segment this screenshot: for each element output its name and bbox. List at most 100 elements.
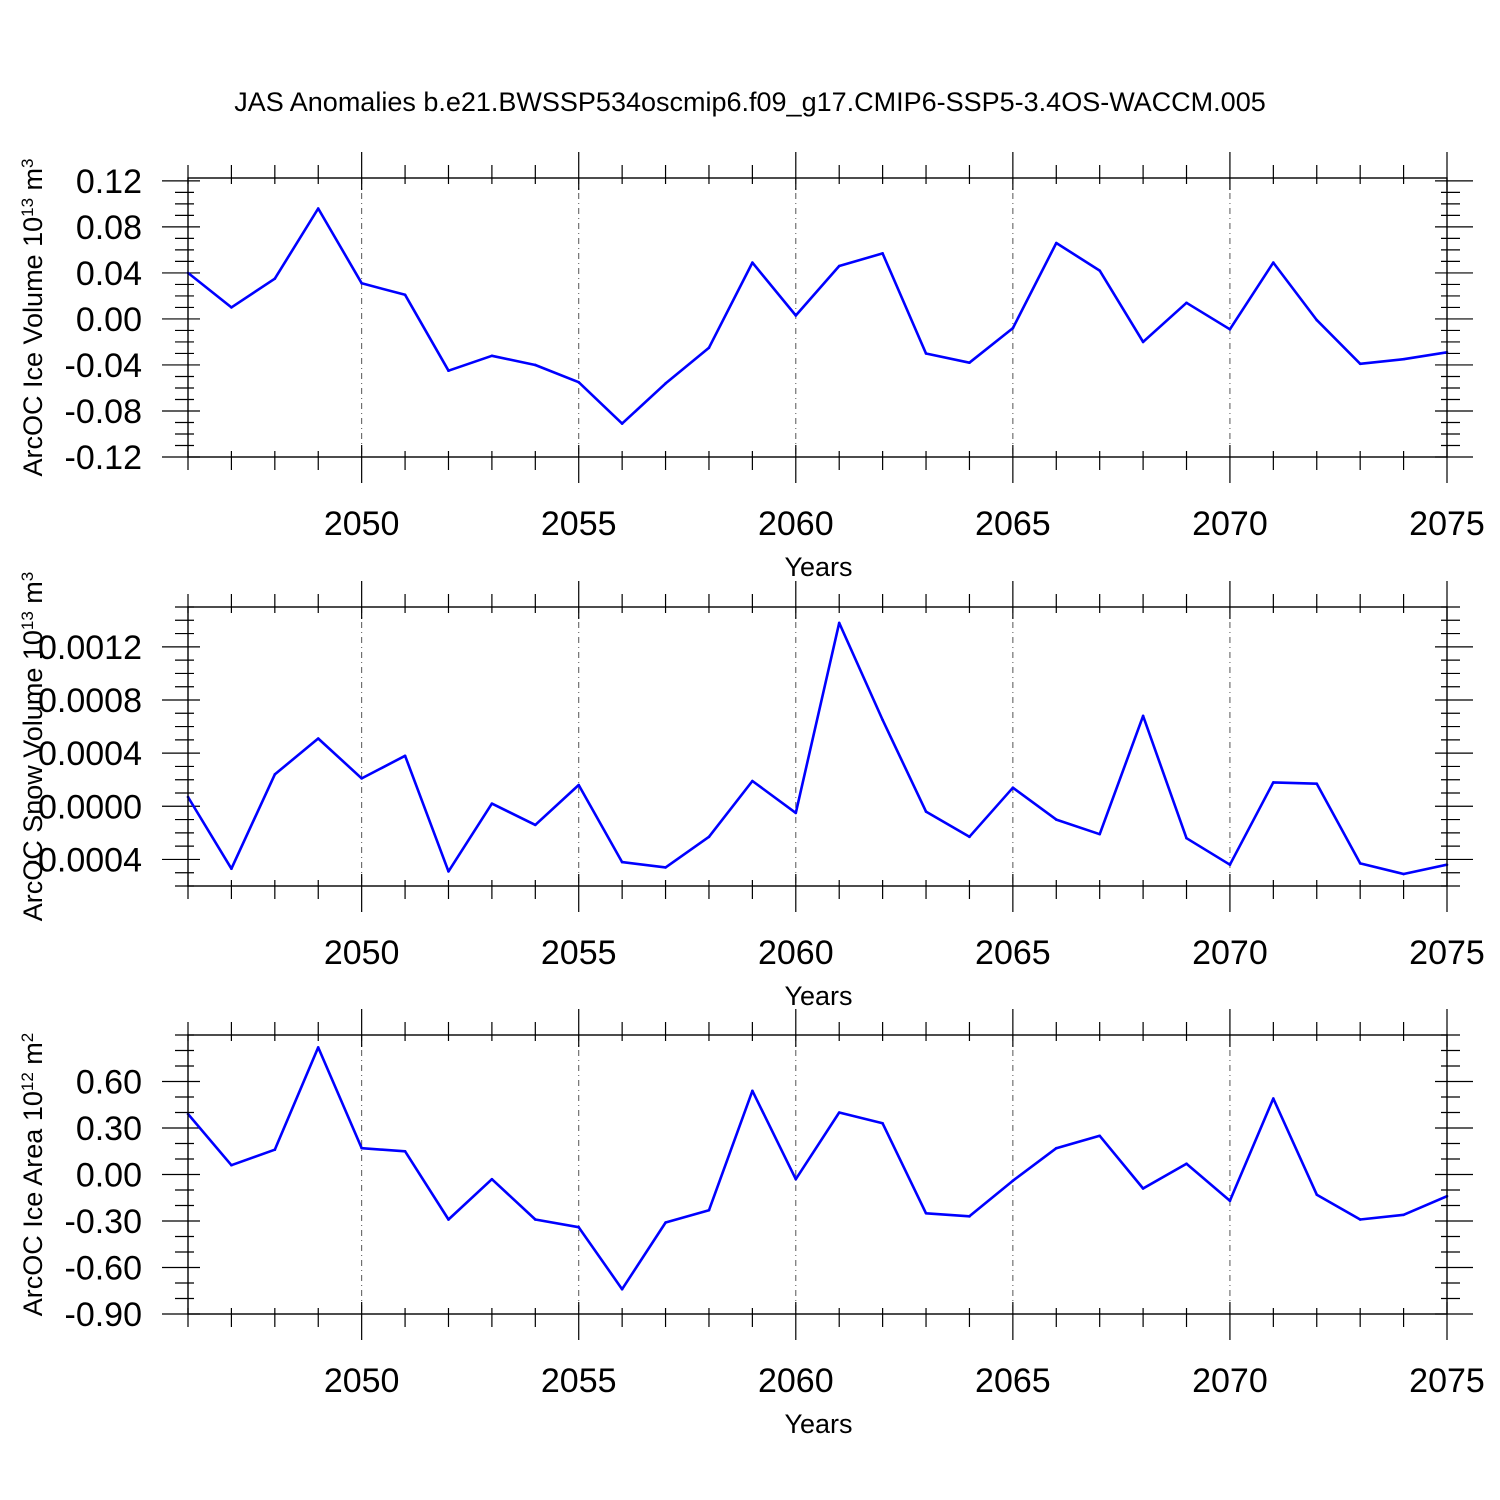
data-point [534,823,537,827]
x-tick-label: 2055 [541,505,617,543]
y-tick-label: -0.08 [65,393,143,431]
x-tick-label: 2060 [758,934,834,972]
data-point [360,281,363,285]
data-point [1011,1179,1015,1182]
data-point [751,261,754,264]
data-point [490,354,494,358]
data-point [664,382,667,385]
y-tick-label: -0.12 [65,439,143,477]
y-axis-label: ArcOC Snow Volume 1013 m3 [18,572,49,922]
data-point [490,1177,494,1181]
y-axis-label-unit-exponent: 2 [18,1033,37,1042]
y-axis-label-exponent: 13 [18,198,37,217]
data-point [534,1218,537,1221]
data-point [316,737,320,740]
data-point [403,293,407,297]
data-point [881,252,884,255]
data-point [620,1287,624,1291]
series-line-snow-volume [188,621,1447,876]
y-axis-label-main: ArcOC Ice Area 10 [18,1091,48,1316]
x-tick-label: 2055 [541,934,617,972]
x-axis-label: Years [784,552,852,582]
panel-snow-volume: -0.0004 0.0000 0.0004 0.0008 0.0012 2050 2055 2… [18,572,1485,1011]
data-point [751,1089,754,1093]
panel-ice-volume: -0.12 -0.08 -0.04 0.00 0.04 0.08 0.12 2050 2055 2… [18,152,1485,582]
data-point [577,783,581,787]
panel-ice-area: -0.90 -0.60 -0.30 0.00 0.30 0.60 2050 2055 2060 2… [18,1009,1485,1439]
data-point [1141,1187,1145,1190]
data-point [1228,1199,1232,1203]
x-tick-label: 2060 [758,505,834,543]
y-tick-label: -0.30 [65,1203,143,1241]
data-point [794,811,798,815]
data-point [1358,1218,1362,1221]
x-tick-label: 2050 [324,505,400,543]
data-point [230,306,233,309]
x-tick-label: 2060 [758,1362,834,1400]
x-tick-label: 2070 [1192,505,1268,543]
data-point [924,1211,928,1215]
y-axis-label-exponent: 13 [18,611,37,630]
x-tick-label: 2070 [1192,1362,1268,1400]
data-point [664,866,667,869]
data-point [230,867,233,871]
x-tick-label: 2050 [324,1362,400,1400]
data-point [794,1177,798,1181]
data-point [1141,714,1145,718]
data-point [490,802,494,805]
plot-frame [187,177,1448,458]
data-point [1054,1146,1058,1150]
y-axis-label: ArcOC Ice Volume 1013 m3 [18,158,49,476]
data-point [1272,1097,1275,1100]
x-tick-label: 2065 [975,505,1051,543]
data-point [273,277,277,280]
data-point [1272,261,1275,264]
data-point [1011,786,1015,789]
y-tick-label: 0.0004 [38,735,142,773]
x-tick-label: 2070 [1192,934,1268,972]
y-tick-label: 0.12 [76,163,142,201]
data-point [577,1225,581,1229]
x-tick-label: 2055 [541,1362,617,1400]
y-tick-label: -0.0004 [27,841,142,879]
data-point [707,835,711,839]
data-point [1228,327,1232,331]
y-tick-label: 0.30 [76,1110,142,1148]
y-tick-label: -0.60 [65,1250,143,1288]
x-tick-label: 2075 [1409,505,1485,543]
y-axis-label-unit: m [18,1042,48,1072]
data-point [1098,269,1101,272]
data-point [837,1111,841,1114]
y-axis-label-unit-exponent: 3 [18,158,37,167]
data-point [881,718,884,722]
data-point [360,777,363,780]
y-axis-label-main: ArcOC Snow Volume 10 [18,630,48,921]
y-tick-label: 0.08 [76,209,142,247]
plot-frame [187,1034,1448,1315]
x-tick-label: 2075 [1409,934,1485,972]
x-tick-label: 2065 [975,1362,1051,1400]
y-axis-label-exponent: 12 [18,1072,37,1091]
data-point [230,1163,233,1167]
data-point [924,810,928,813]
data-point [577,380,581,384]
y-tick-label: 0.0012 [38,629,142,667]
data-point [1358,862,1362,865]
series-line-ice-area [188,1046,1447,1291]
y-tick-label: -0.90 [65,1296,143,1334]
data-point [837,621,841,625]
x-axis-label: Years [784,981,852,1011]
data-point [707,1208,711,1212]
data-point [1315,1193,1319,1196]
y-tick-label: 0.00 [76,301,142,339]
x-tick-label: 2050 [324,934,400,972]
data-point [968,361,971,364]
y-tick-label: 0.04 [76,255,142,293]
y-tick-label: 0.00 [76,1157,142,1195]
data-point [1402,1213,1405,1217]
plot-frame [187,606,1448,887]
data-point [403,1149,407,1153]
data-point [273,1148,277,1151]
data-point [1054,241,1058,245]
